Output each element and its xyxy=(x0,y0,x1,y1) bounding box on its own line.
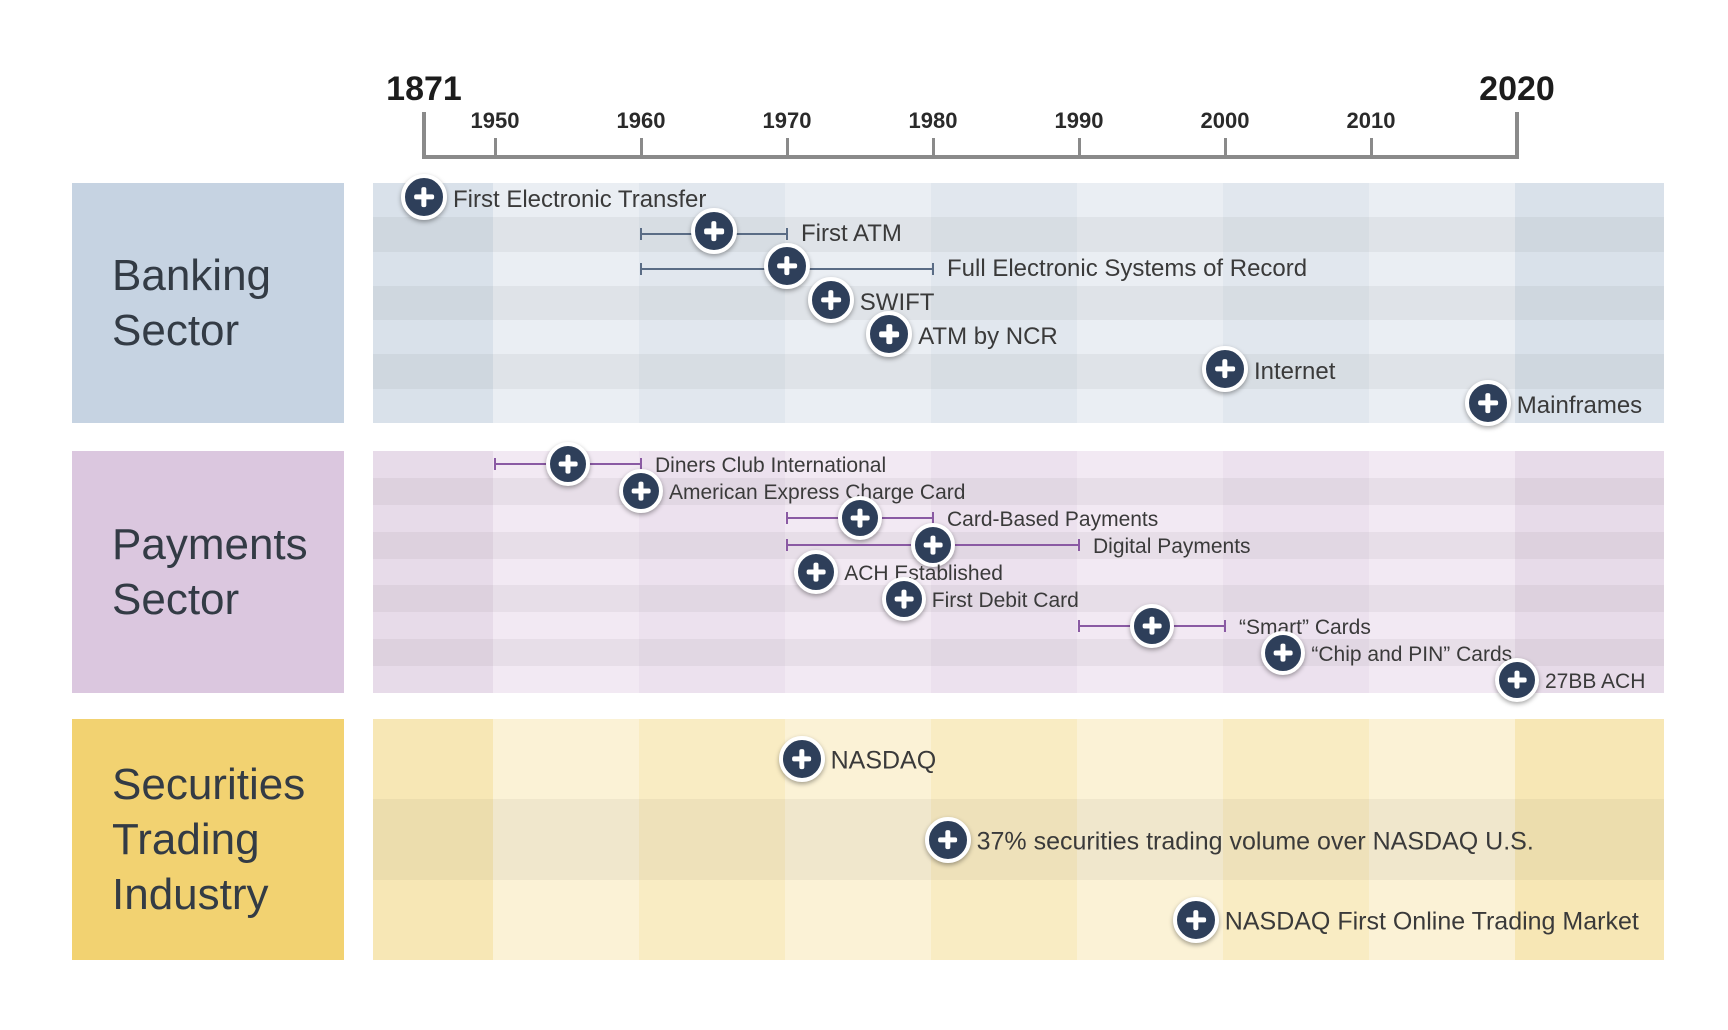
axis-tick xyxy=(931,138,935,157)
axis-tick-label: 1990 xyxy=(1054,108,1104,133)
decade-stripe xyxy=(1515,183,1664,423)
decade-stripe xyxy=(639,719,785,960)
sector-title: Payments Sector xyxy=(112,520,308,624)
row-shade xyxy=(373,639,1664,667)
event-range-cap xyxy=(494,458,496,471)
row-shade xyxy=(373,477,1664,505)
event-label: Full Electronic Systems of Record xyxy=(947,254,1308,282)
event-label: 27BB ACH xyxy=(1545,669,1646,693)
event-label: Mainframes xyxy=(1516,391,1643,419)
decade-stripe xyxy=(1515,451,1664,693)
axis-tick-label: 2010 xyxy=(1346,108,1396,133)
event-range-cap xyxy=(932,512,934,525)
axis-tick-label: 1950 xyxy=(470,108,520,133)
expand-plus-icon[interactable] xyxy=(619,469,663,514)
axis-end-label: 2020 xyxy=(1479,70,1555,108)
axis-tick xyxy=(1077,138,1081,157)
row-shade xyxy=(373,285,1664,321)
sector-band-payments xyxy=(373,451,1664,693)
expand-plus-icon[interactable] xyxy=(1172,896,1219,943)
event-label: First Debit Card xyxy=(931,588,1079,612)
sector-label-payments: Payments Sector xyxy=(72,451,344,693)
event-range-cap xyxy=(640,458,642,471)
expand-plus-icon[interactable] xyxy=(546,442,590,487)
decade-stripe xyxy=(373,719,493,960)
event-label: NASDAQ xyxy=(830,746,937,775)
event-label: First ATM xyxy=(801,220,902,248)
decade-stripe xyxy=(373,183,493,423)
decade-stripe xyxy=(1515,719,1664,960)
event-range-cap xyxy=(1078,619,1080,632)
decade-stripe xyxy=(931,183,1077,423)
sector-title: Banking Sector xyxy=(112,251,272,355)
expand-plus-icon[interactable] xyxy=(881,576,926,621)
expand-plus-icon[interactable] xyxy=(1261,630,1306,675)
expand-plus-icon[interactable] xyxy=(1495,657,1539,702)
row-shade xyxy=(373,217,1664,252)
sector-band-securities xyxy=(373,719,1664,960)
decade-stripe xyxy=(931,451,1077,693)
event-range-cap xyxy=(640,228,642,241)
axis-end-tick xyxy=(1515,112,1519,159)
decade-stripe xyxy=(1223,719,1369,960)
event-label: “Chip and PIN” Cards xyxy=(1311,642,1513,666)
sector-title: Securities Trading Industry xyxy=(112,760,306,919)
event-range-cap xyxy=(1078,539,1080,552)
event-label: ATM by NCR xyxy=(918,323,1058,351)
event-range-cap xyxy=(932,262,934,275)
axis-baseline xyxy=(424,155,1517,159)
event-label: 37% securities trading volume over NASDA… xyxy=(976,827,1534,855)
axis-tick xyxy=(785,138,789,157)
sector-label-securities: Securities Trading Industry xyxy=(72,719,344,960)
axis-tick-label: 1980 xyxy=(908,108,958,133)
event-label: Digital Payments xyxy=(1093,535,1251,559)
expand-plus-icon[interactable] xyxy=(1202,345,1248,392)
expand-plus-icon[interactable] xyxy=(807,277,854,323)
axis-tick-label: 1970 xyxy=(762,108,812,133)
expand-plus-icon[interactable] xyxy=(838,496,882,541)
sector-band-banking xyxy=(373,183,1664,423)
row-shade xyxy=(373,354,1664,389)
expand-plus-icon[interactable] xyxy=(1464,379,1511,426)
axis-tick xyxy=(639,138,643,157)
sector-label-banking: Banking Sector xyxy=(72,183,344,423)
row-shade xyxy=(373,585,1664,613)
event-range-cap xyxy=(786,539,788,552)
event-range-cap xyxy=(640,262,642,275)
axis-tick xyxy=(493,138,497,157)
event-label: ACH Established xyxy=(844,562,1003,585)
event-label: First Electronic Transfer xyxy=(453,186,707,214)
expand-plus-icon[interactable] xyxy=(401,174,447,221)
event-label: Diners Club International xyxy=(655,454,887,478)
expand-plus-icon[interactable] xyxy=(794,550,839,594)
expand-plus-icon[interactable] xyxy=(778,736,825,783)
axis-tick xyxy=(1369,138,1373,157)
event-label: Card-Based Payments xyxy=(947,508,1159,532)
axis-tick-label: 1960 xyxy=(616,108,666,133)
expand-plus-icon[interactable] xyxy=(911,523,955,568)
expand-plus-icon[interactable] xyxy=(764,242,810,289)
axis-start-tick xyxy=(422,112,426,159)
expand-plus-icon[interactable] xyxy=(691,208,737,255)
event-range-cap xyxy=(786,512,788,525)
decade-stripe xyxy=(373,451,493,693)
axis-tick xyxy=(1223,138,1227,157)
event-label: NASDAQ First Online Trading Market xyxy=(1224,907,1639,936)
event-range-cap xyxy=(786,228,788,241)
event-label: American Express Charge Card xyxy=(669,481,966,505)
expand-plus-icon[interactable] xyxy=(866,311,913,358)
decade-stripe xyxy=(1223,183,1369,423)
row-shade xyxy=(373,799,1664,880)
event-label: “Smart” Cards xyxy=(1239,615,1371,639)
axis-tick-label: 2000 xyxy=(1200,108,1250,133)
axis-start-label: 1871 xyxy=(386,70,462,108)
decade-stripe xyxy=(639,451,785,693)
event-label: Internet xyxy=(1254,357,1336,385)
expand-plus-icon[interactable] xyxy=(1130,603,1174,648)
expand-plus-icon[interactable] xyxy=(924,816,971,863)
event-range-cap xyxy=(1224,619,1226,632)
